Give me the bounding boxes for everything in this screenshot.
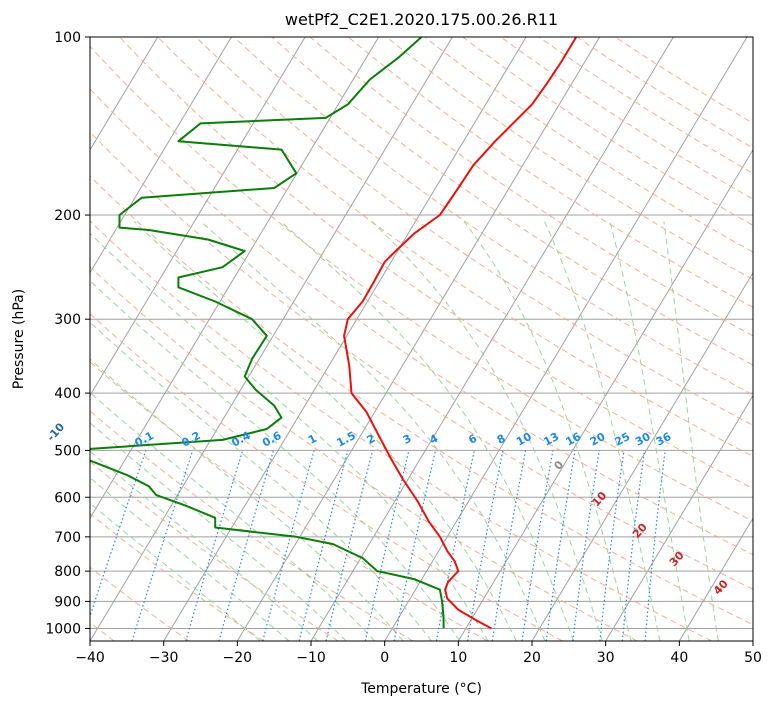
moist-adiabat-line	[543, 221, 661, 641]
moist-adiabat-line	[90, 502, 261, 641]
dry-adiabat-line	[90, 131, 753, 590]
isotherm-line	[310, 37, 674, 641]
dry-adiabat-line	[90, 45, 753, 522]
y-tick-label: 900	[54, 594, 81, 610]
moist-adiabat-line	[90, 358, 404, 641]
isotherm-line	[90, 37, 453, 641]
isotherm-line	[384, 37, 748, 641]
dry-adiabat-line	[271, 37, 753, 366]
mixing-ratio-line	[218, 450, 275, 641]
y-tick-label: 700	[54, 530, 81, 546]
mixing-ratio-line	[491, 450, 527, 641]
moist-adiabat-line	[90, 232, 489, 641]
isotherm-line	[678, 517, 753, 641]
mixing-ratio-label: 10	[514, 430, 534, 449]
temperature-line	[343, 37, 578, 630]
dry-adiabat-line	[90, 361, 488, 641]
mixing-ratio-line	[572, 450, 600, 641]
y-tick-label: 600	[54, 490, 81, 506]
isotherm-line	[605, 394, 753, 641]
background-lines	[90, 37, 753, 641]
mixing-ratio-line	[466, 450, 504, 641]
dry-adiabat-line	[157, 37, 753, 458]
dewpoint-line	[90, 37, 445, 629]
y-tick-label: 300	[54, 312, 81, 328]
moist-adiabat-line	[90, 321, 432, 641]
mixing-ratio-label: 16	[564, 430, 584, 449]
isotherm-line	[90, 37, 232, 274]
x-tick-label: 10	[449, 650, 467, 666]
moist-adiabat-line	[133, 221, 517, 641]
moist-adiabat-line	[609, 221, 690, 641]
mixing-ratio-line	[393, 450, 437, 641]
x-tick-label: 30	[597, 650, 615, 666]
isotherm-line	[236, 37, 601, 641]
x-tick-label: 50	[744, 650, 762, 666]
dry-adiabat-line	[309, 37, 753, 337]
mixing-ratio-label: 30	[633, 430, 653, 449]
dry-adiabat-line	[90, 220, 712, 641]
x-tick-label: −40	[75, 650, 105, 666]
moist-adiabat-line	[200, 221, 546, 641]
isotherm-line	[90, 37, 306, 397]
dry-adiabat-line	[90, 88, 753, 556]
x-tick-label: −30	[149, 650, 179, 666]
isotherm-line	[457, 148, 753, 641]
x-axis-label: Temperature (°C)	[360, 681, 482, 697]
mixing-ratio-label: 20	[588, 430, 608, 449]
mixing-ratio-line	[90, 450, 147, 619]
y-tick-label: 200	[54, 208, 81, 224]
mixing-ratio-line	[298, 450, 349, 641]
moist-adiabat-line	[280, 221, 575, 641]
mixing-ratio-line	[325, 450, 374, 641]
moist-adiabat-line	[663, 221, 719, 641]
dry-adiabat-line	[119, 37, 753, 489]
mixing-ratio-line	[599, 450, 625, 641]
isotherm-line	[531, 271, 753, 641]
dry-adiabat-line	[347, 37, 753, 308]
y-tick-label: 500	[54, 443, 81, 459]
x-tick-label: 40	[670, 650, 688, 666]
mixing-ratio-label: 25	[613, 430, 633, 449]
dry-adiabat-line	[386, 37, 753, 281]
mixing-ratio-line	[262, 450, 315, 641]
mixing-ratio-line	[364, 450, 410, 641]
y-tick-label: 400	[54, 386, 81, 402]
mixing-ratio-line	[545, 450, 576, 641]
mixing-ratio-label: 13	[541, 430, 561, 449]
mixing-ratio-line	[521, 450, 554, 641]
data-series	[90, 37, 578, 630]
y-tick-label: 100	[54, 30, 81, 46]
chart-title: wetPf2_C2E1.2020.175.00.26.R11	[285, 10, 558, 30]
x-tick-label: −10	[296, 650, 326, 666]
dry-adiabat-line	[90, 513, 264, 641]
moist-adiabat-line	[90, 391, 376, 641]
moist-adiabat-line	[90, 280, 461, 641]
dry-adiabat-line	[90, 175, 753, 626]
mixing-ratio-label: 36	[654, 430, 674, 449]
dry-adiabat-line	[90, 266, 638, 641]
dry-adiabat-line	[233, 37, 753, 396]
plot-frame	[89, 36, 754, 642]
isotherm-line	[90, 37, 159, 151]
x-tick-label: −20	[223, 650, 253, 666]
x-tick-label: 20	[523, 650, 541, 666]
y-tick-label: 1000	[45, 621, 81, 637]
y-axis-label: Pressure (hPa)	[11, 289, 27, 389]
y-tick-label: 800	[54, 564, 81, 580]
x-tick-label: 0	[380, 650, 389, 666]
isotherm-line	[90, 37, 380, 520]
dry-adiabat-line	[195, 37, 753, 426]
mixing-ratio-line	[185, 450, 244, 641]
axis-ticks: −40 −30 −20 −10 0 10 20 30 40 50 100 200 300 400 500 60…	[45, 30, 762, 666]
mixing-ratio-line	[131, 450, 194, 641]
dry-adiabat-line	[90, 410, 414, 641]
